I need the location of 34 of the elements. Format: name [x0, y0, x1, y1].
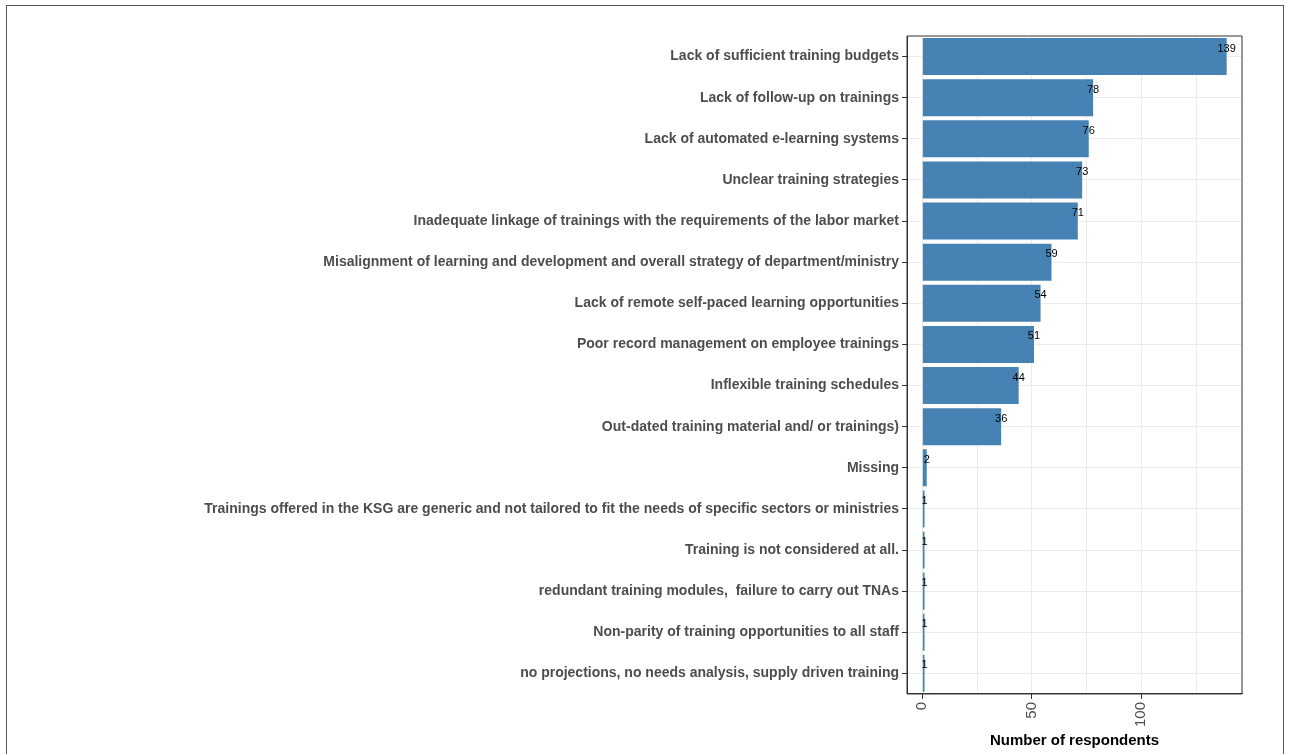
x-tick-label: 100	[1131, 701, 1149, 727]
data-label: 1	[921, 535, 928, 548]
y-tick-label: Misalignment of learning and development and overall strategy of department/ministry	[323, 253, 900, 270]
data-label: 1	[921, 576, 928, 589]
y-tick-label: Non-parity of training opportunities to all staff	[593, 623, 900, 640]
y-tick-label: Missing	[846, 458, 899, 475]
y-tick-label: Lack of follow-up on trainings	[699, 88, 900, 105]
data-label: 139	[1217, 41, 1236, 54]
y-tick-label: Training is not considered at all.	[685, 540, 899, 557]
y-tick-label: Poor record management on employee trainings	[576, 335, 900, 352]
data-label: 73	[1076, 164, 1089, 177]
data-label: 1	[921, 617, 928, 630]
data-label: 51	[1027, 329, 1041, 342]
data-label: 1	[921, 658, 928, 671]
y-tick-label: Trainings offered in the KSG are generic and not tailored to fit the needs of specific sectors or ministries	[204, 499, 900, 516]
x-axis-title: Number of respondents	[989, 731, 1160, 749]
x-tick-label: 50	[1021, 701, 1039, 719]
data-label: 2	[923, 452, 930, 465]
data-label: 76	[1082, 123, 1095, 136]
y-tick-label: Out-dated training material and/ or trainings)	[601, 417, 899, 434]
data-label: 78	[1086, 82, 1100, 95]
y-tick-label: Unclear training strategies	[722, 170, 900, 187]
y-tick-label: Lack of remote self-paced learning opportunities	[574, 294, 900, 311]
y-tick-label: Inflexible training schedules	[710, 376, 900, 393]
data-label: 71	[1071, 206, 1084, 219]
y-tick-label: Lack of sufficient training budgets	[670, 47, 900, 64]
y-tick-label: Inadequate linkage of trainings with the requirements of the labor market	[413, 211, 900, 228]
data-label: 1	[921, 493, 928, 506]
y-tick-label: redundant training modules, failure to carry out TNAs	[538, 582, 900, 599]
x-tick-label: 0	[912, 701, 930, 711]
y-tick-label: Lack of automated e-learning systems	[644, 129, 900, 146]
data-label: 36	[995, 411, 1008, 424]
data-label: 59	[1045, 247, 1058, 260]
y-tick-label: no projections, no needs analysis, supply driven training	[520, 664, 899, 681]
